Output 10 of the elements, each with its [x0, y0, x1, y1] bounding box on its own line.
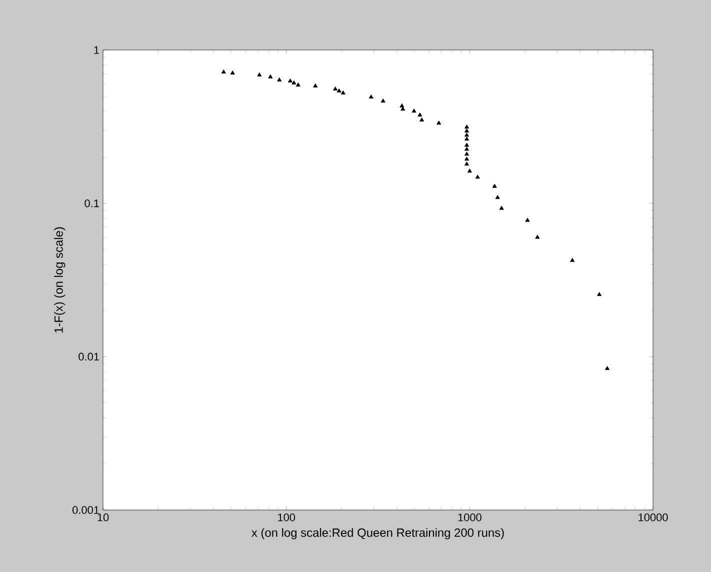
x-tick-label: 10000: [638, 514, 668, 522]
x-axis-title: x (on log scale:Red Queen Retraining 200 runs): [252, 528, 504, 540]
x-tick-label: 1000: [458, 514, 482, 522]
y-tick-label: 1: [94, 46, 99, 54]
y-axis-title: 1-F(x) (on log scale): [54, 227, 66, 333]
y-tick-label: 0.1: [84, 199, 99, 208]
y-tick-label: 0.001: [72, 506, 99, 514]
x-tick-label: 100: [278, 514, 296, 522]
y-tick-label: 0.01: [78, 352, 99, 361]
x-tick-label: 10: [98, 514, 109, 522]
